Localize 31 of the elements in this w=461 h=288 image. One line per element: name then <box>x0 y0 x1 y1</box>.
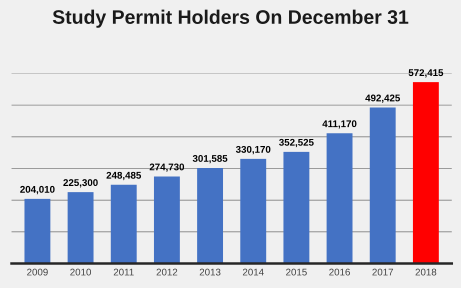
x-tick-label: 2010 <box>70 268 92 276</box>
x-tick-label: 2018 <box>416 268 436 276</box>
bar <box>68 192 94 264</box>
x-tick-label: 2015 <box>286 268 307 276</box>
data-label: 248,485 <box>106 172 142 180</box>
x-tick-label: 2011 <box>114 268 134 276</box>
data-label: 301,585 <box>192 155 228 164</box>
bar <box>326 133 353 264</box>
data-label: 352,525 <box>279 138 314 148</box>
bar <box>197 168 224 264</box>
bar <box>370 108 396 264</box>
data-label: 411,170 <box>322 120 356 129</box>
chart-title: Study Permit Holders On December 31 <box>52 10 408 28</box>
bar <box>283 152 310 264</box>
x-tick-label: 2014 <box>242 268 264 276</box>
x-tick-label: 2013 <box>200 268 220 276</box>
data-label: 274,730 <box>150 164 184 172</box>
data-label: 572,415 <box>408 69 444 78</box>
bar <box>24 198 50 264</box>
data-label: 225,300 <box>63 179 98 188</box>
data-label: 204,010 <box>20 186 55 194</box>
x-tick-label: 2017 <box>372 268 394 276</box>
x-tick-label: 2016 <box>329 268 350 276</box>
x-tick-label: 2009 <box>27 268 48 276</box>
bar <box>240 158 266 264</box>
bar <box>412 82 439 264</box>
bar <box>110 184 137 264</box>
data-label: 330,170 <box>236 146 270 154</box>
data-label: 492,425 <box>365 94 400 103</box>
bar <box>154 176 180 264</box>
x-tick-label: 2012 <box>156 268 178 276</box>
